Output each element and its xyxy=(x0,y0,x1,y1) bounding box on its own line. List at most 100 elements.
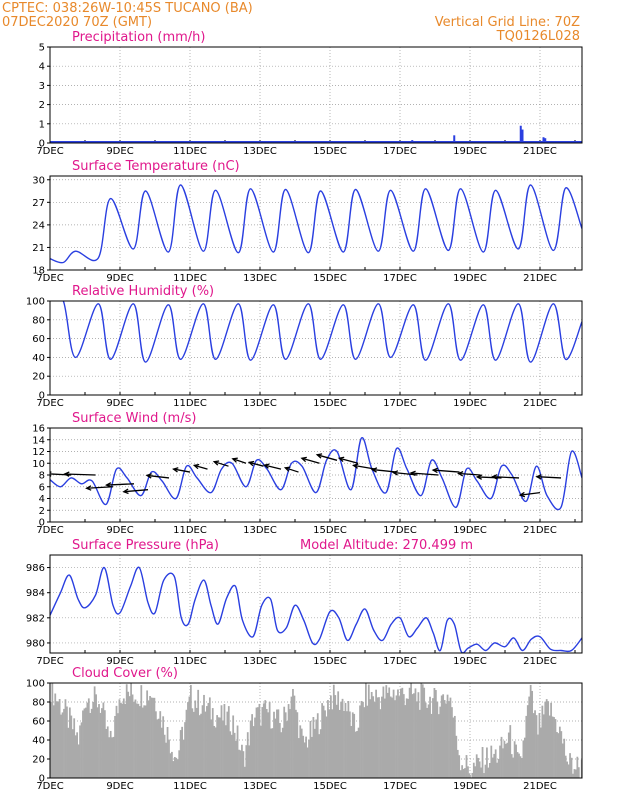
cloud-bar xyxy=(128,696,131,778)
x-tick-label: 21DEC xyxy=(523,656,557,667)
x-tick-label: 21DEC xyxy=(523,146,557,157)
cloud-bar xyxy=(439,706,442,778)
y-tick-label: 980 xyxy=(26,638,45,649)
cloud-bar xyxy=(302,735,305,778)
wind-vector-arrow xyxy=(352,463,376,470)
cloud-bar xyxy=(152,697,154,778)
precip-baseline xyxy=(50,141,582,143)
wind-vector-arrow xyxy=(535,474,562,480)
cloud-bar xyxy=(258,703,261,778)
cloud-bar xyxy=(443,700,446,778)
cloud-bar xyxy=(192,711,195,778)
cloud-bar xyxy=(166,727,169,778)
wind-vector-arrow xyxy=(212,460,229,467)
wind-vector-arrow xyxy=(300,456,320,464)
cloud-bar xyxy=(303,742,306,778)
cloud-bar xyxy=(273,711,275,778)
cloud-bar xyxy=(324,710,326,778)
cloud-bar xyxy=(486,747,488,778)
cloud-bar xyxy=(222,720,224,778)
y-tick-label: 10 xyxy=(32,459,45,470)
cloud-bar xyxy=(159,711,162,778)
cloud-bar xyxy=(493,753,496,778)
panel-frame xyxy=(49,300,583,396)
cloud-bar xyxy=(478,761,481,778)
cloud-bar xyxy=(114,715,116,778)
cloud-bar xyxy=(545,699,548,778)
cloud-bar xyxy=(217,717,220,778)
x-tick-label: 15DEC xyxy=(313,273,347,284)
cloud-bar xyxy=(146,690,149,778)
cloud-bar xyxy=(249,720,252,778)
cloud-bar xyxy=(404,705,407,778)
x-tick-label: 19DEC xyxy=(453,781,487,792)
x-tick-label: 9DEC xyxy=(106,781,133,792)
cloud-bar xyxy=(456,749,459,778)
panel-frame xyxy=(49,175,583,271)
cloud-bar xyxy=(214,727,217,778)
wind-vector-arrow xyxy=(104,482,135,488)
header-line-2: 07DEC2020 70Z (GMT) xyxy=(2,15,152,30)
y-tick-label: 3 xyxy=(39,81,45,92)
cloud-bar xyxy=(73,718,76,778)
cloud-bar xyxy=(401,687,404,778)
cloud-bar xyxy=(550,702,552,778)
cloud-bar xyxy=(407,698,410,778)
cloud-bar xyxy=(449,697,452,778)
x-tick-label: 17DEC xyxy=(383,781,417,792)
cloud-bar xyxy=(483,773,485,778)
cloud-bar xyxy=(563,738,566,778)
y-tick-label: 986 xyxy=(26,563,45,574)
cloud-bar xyxy=(535,715,538,778)
cloud-bar xyxy=(322,705,325,778)
cloud-bar xyxy=(400,688,402,778)
precip-bar xyxy=(544,138,547,143)
cloud-bar xyxy=(171,751,173,778)
cloud-bar xyxy=(143,705,146,778)
cloud-bar xyxy=(328,709,331,778)
cloud-bar xyxy=(197,689,200,778)
wind-vector-arrow xyxy=(283,466,299,473)
x-tick-label: 9DEC xyxy=(106,525,133,536)
cloud-bar xyxy=(455,735,458,778)
cloud-bar xyxy=(577,767,580,778)
cloud-bar xyxy=(375,689,377,778)
cloud-bar xyxy=(235,740,237,778)
cloud-bar xyxy=(518,753,520,778)
panel-frame xyxy=(49,46,583,144)
cloud-bar xyxy=(156,719,159,778)
cloud-bar xyxy=(347,701,350,778)
panel-title: Surface Pressure (hPa) xyxy=(72,538,219,553)
x-tick-label: 7DEC xyxy=(36,273,63,284)
cloud-bar xyxy=(389,696,392,778)
cloud-bar xyxy=(103,710,106,778)
x-tick-label: 11DEC xyxy=(173,398,207,409)
cloud-bar xyxy=(373,702,376,778)
cloud-bar xyxy=(60,714,62,778)
panel-cloud: Cloud Cover (%) 7DEC 9DEC 11DEC 13DEC 15DEC 17… xyxy=(26,666,583,792)
cloud-bar xyxy=(402,694,405,778)
cloud-bar xyxy=(111,737,114,778)
cloud-bar xyxy=(509,725,512,778)
cloud-bar xyxy=(76,732,79,778)
cloud-bar xyxy=(292,688,294,778)
cloud-bar xyxy=(513,741,516,778)
x-tick-label: 7DEC xyxy=(36,656,63,667)
y-tick-label: 60 xyxy=(32,717,45,728)
cloud-bar xyxy=(356,730,359,778)
cloud-bar xyxy=(86,702,89,778)
wind-vector-arrow xyxy=(247,460,264,467)
cloud-bar xyxy=(570,757,573,778)
cloud-bar xyxy=(496,762,499,778)
x-tick-label: 11DEC xyxy=(173,781,207,792)
cloud-bar xyxy=(553,717,555,778)
x-tick-label: 7DEC xyxy=(36,146,63,157)
x-tick-label: 11DEC xyxy=(173,525,207,536)
cloud-bar xyxy=(523,737,526,778)
cloud-bar xyxy=(488,763,491,778)
cloud-bar xyxy=(274,718,277,778)
cloud-bar xyxy=(335,704,338,778)
y-tick-label: 18 xyxy=(32,266,45,277)
cloud-bar xyxy=(397,689,399,778)
panel-title: Relative Humidity (%) xyxy=(72,284,214,299)
